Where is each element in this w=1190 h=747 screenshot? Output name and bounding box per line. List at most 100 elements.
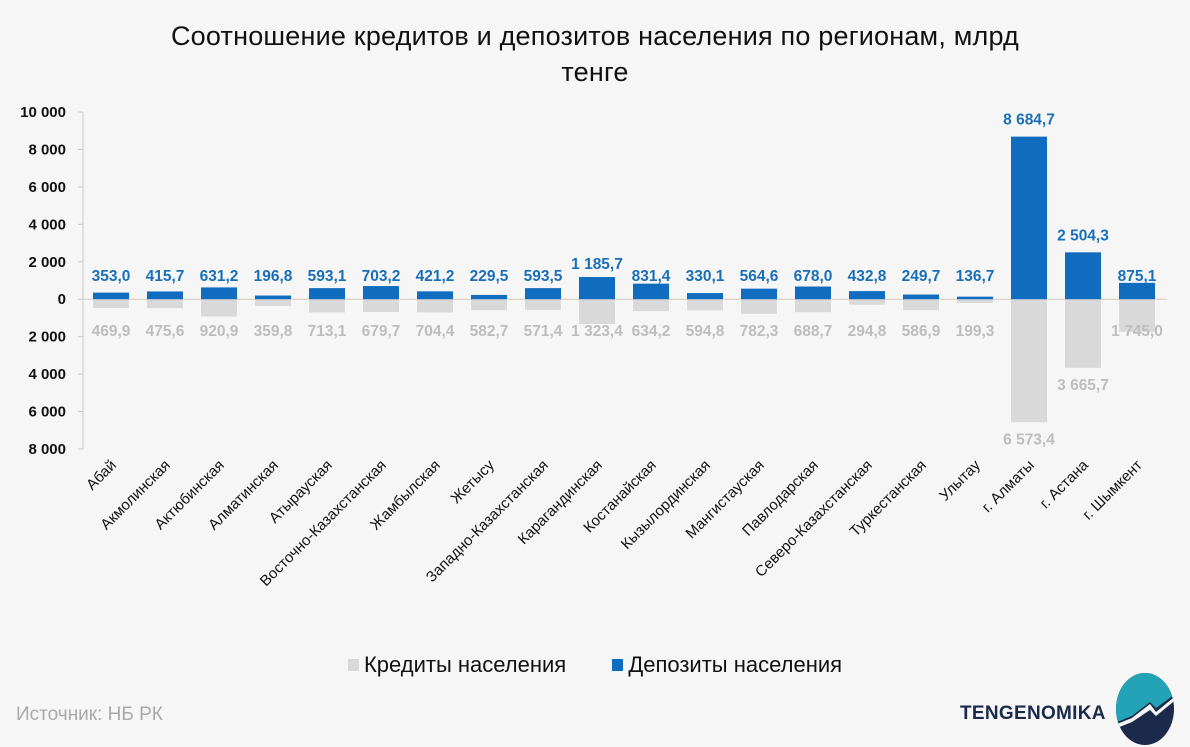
deposit-bar — [687, 293, 723, 300]
credit-bar — [795, 299, 831, 313]
deposit-value-label: 593,5 — [524, 268, 563, 285]
x-category-label: Абай — [83, 457, 120, 494]
chart-title: Соотношение кредитов и депозитов населен… — [0, 18, 1190, 90]
x-category-label: г. Астана — [1037, 456, 1093, 512]
chart-title-line-1: Соотношение кредитов и депозитов населен… — [170, 21, 1019, 51]
deposit-value-label: 2 504,3 — [1057, 227, 1109, 244]
credit-bar — [93, 299, 129, 309]
deposit-value-label: 1 185,7 — [571, 256, 623, 273]
credit-bar — [633, 299, 669, 312]
deposit-value-label: 229,5 — [470, 268, 509, 285]
legend-item-deposits: Депозиты населения — [612, 652, 842, 678]
credit-value-label: 634,2 — [632, 323, 671, 340]
deposit-bar — [903, 294, 939, 300]
deposit-value-label: 631,2 — [200, 268, 239, 285]
y-tick-label: 2 000 — [28, 329, 66, 346]
credit-bar — [201, 299, 237, 317]
deposit-value-label: 249,7 — [902, 268, 941, 285]
x-category-label: Улытау — [936, 456, 984, 504]
credit-value-label: 294,8 — [848, 323, 887, 340]
deposit-bar — [633, 283, 669, 300]
deposit-value-label: 421,2 — [416, 268, 455, 285]
deposit-bar — [147, 291, 183, 300]
credit-value-label: 199,3 — [956, 323, 995, 340]
deposit-value-label: 8 684,7 — [1003, 112, 1055, 129]
credit-value-label: 469,9 — [92, 323, 131, 340]
y-tick-label: 6 000 — [28, 179, 66, 196]
deposit-value-label: 432,8 — [848, 268, 887, 285]
credit-bar — [1119, 299, 1155, 332]
deposit-bar — [201, 287, 237, 300]
deposit-bar — [1011, 136, 1047, 300]
deposit-value-label: 196,8 — [254, 268, 293, 285]
credit-value-label: 1 323,4 — [571, 323, 623, 340]
credit-bar — [957, 299, 993, 303]
deposit-bar — [417, 291, 453, 300]
credit-bar — [363, 299, 399, 312]
legend-label-deposits: Депозиты населения — [628, 652, 843, 677]
credit-bar — [903, 299, 939, 311]
legend-item-credits: Кредиты населения — [347, 652, 567, 678]
deposit-value-label: 875,1 — [1118, 268, 1157, 285]
y-tick-label: 8 000 — [28, 141, 66, 158]
credit-bar — [147, 299, 183, 309]
deposit-bar — [93, 292, 129, 300]
credit-bar — [1065, 299, 1101, 368]
credit-value-label: 713,1 — [308, 323, 347, 340]
deposit-bar — [309, 288, 345, 300]
deposit-value-label: 564,6 — [740, 268, 779, 285]
deposit-value-label: 353,0 — [92, 268, 131, 285]
deposit-bar — [1065, 252, 1101, 300]
y-tick-label: 4 000 — [28, 216, 66, 233]
credit-value-label: 475,6 — [146, 323, 185, 340]
credit-value-label: 6 573,4 — [1003, 431, 1055, 448]
credit-value-label: 1 745,0 — [1111, 323, 1163, 340]
x-category-label: г. Алматы — [979, 457, 1038, 516]
y-tick-label: 2 000 — [28, 254, 66, 271]
y-tick-label: 6 000 — [28, 404, 66, 421]
credit-value-label: 782,3 — [740, 323, 779, 340]
legend-label-credits: Кредиты населения — [363, 652, 567, 677]
credit-bar — [471, 299, 507, 311]
credit-value-label: 688,7 — [794, 323, 833, 340]
credit-value-label: 594,8 — [686, 323, 725, 340]
deposit-bar — [795, 286, 831, 300]
credit-value-label: 3 665,7 — [1057, 377, 1109, 394]
credit-bar — [741, 299, 777, 314]
deposit-value-label: 593,1 — [308, 268, 347, 285]
bar-chart: 10 000 8 000 6 000 4 000 2 000 0 2 000 4 000 6 0… — [20, 104, 1167, 590]
y-tick-label: 10 000 — [20, 104, 66, 121]
credit-value-label: 586,9 — [902, 323, 941, 340]
credit-value-label: 920,9 — [200, 323, 239, 340]
credit-value-label: 704,4 — [416, 323, 455, 340]
y-tick-label: 8 000 — [28, 441, 66, 458]
deposit-value-label: 678,0 — [794, 268, 833, 285]
deposit-value-label: 330,1 — [686, 268, 725, 285]
bars — [93, 136, 1155, 423]
credit-value-label: 582,7 — [470, 323, 509, 340]
credit-bar — [309, 299, 345, 313]
brand-name: TENGENOMIKA — [960, 703, 1106, 724]
credit-bar — [687, 299, 723, 311]
credit-value-label: 571,4 — [524, 323, 563, 340]
deposit-bar — [579, 277, 615, 300]
credit-value-label: 679,7 — [362, 323, 401, 340]
legend-swatch-deposits — [612, 659, 624, 671]
y-tick-label: 0 — [58, 291, 66, 308]
credit-bar — [849, 299, 885, 305]
credit-value-label: 359,8 — [254, 323, 293, 340]
deposit-bar — [363, 286, 399, 300]
deposit-value-label: 703,2 — [362, 268, 401, 285]
source-note: Источник: НБ РК — [16, 704, 163, 725]
deposit-bar — [525, 288, 561, 300]
y-tick-label: 4 000 — [28, 366, 66, 383]
deposit-bar — [741, 288, 777, 300]
tengenomika-logo-icon — [1116, 673, 1174, 745]
deposit-value-label: 136,7 — [956, 268, 995, 285]
deposit-bar — [255, 295, 291, 300]
legend-swatch-credits — [347, 659, 359, 671]
deposit-value-label: 415,7 — [146, 268, 185, 285]
credit-bar — [1011, 299, 1047, 423]
x-axis-labels: АбайАкмолинскаяАктюбинскаяАлматинскаяАты… — [83, 456, 1146, 590]
deposit-bar — [471, 294, 507, 300]
